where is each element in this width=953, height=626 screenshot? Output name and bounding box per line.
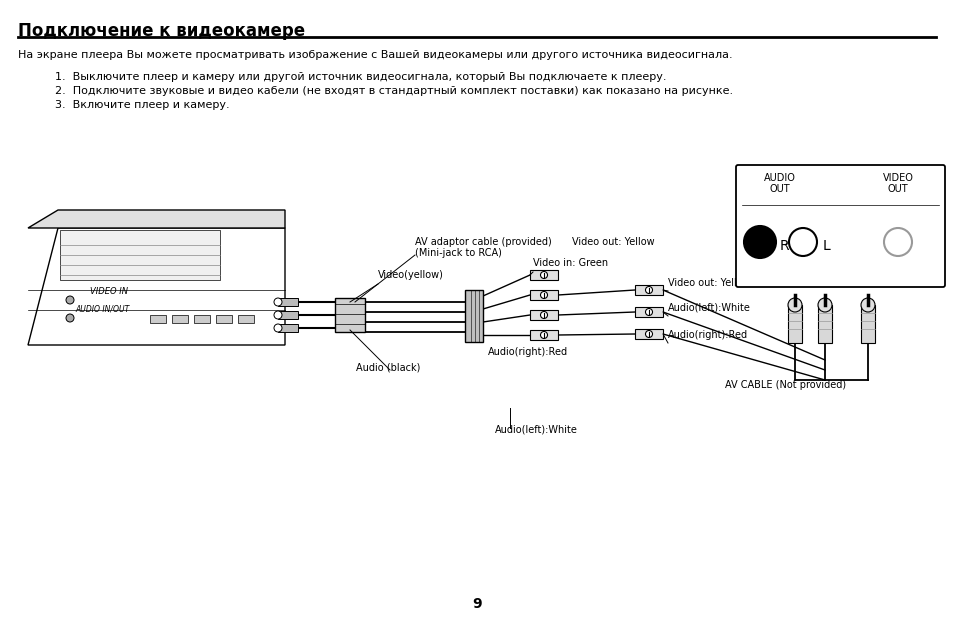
Circle shape <box>645 287 652 294</box>
Text: Audio(left):White: Audio(left):White <box>667 302 750 312</box>
Circle shape <box>66 296 74 304</box>
Text: 2.  Подключите звуковые и видео кабели (не входят в стандартный комплект поставк: 2. Подключите звуковые и видео кабели (н… <box>55 86 732 96</box>
Bar <box>530 290 558 300</box>
Bar <box>193 315 210 323</box>
Text: Video(yellow): Video(yellow) <box>377 270 443 280</box>
Text: VIDEO IN: VIDEO IN <box>90 287 128 296</box>
Text: На экране плеера Вы можете просматривать изображение с Вашей видеокамеры или дру: На экране плеера Вы можете просматривать… <box>18 50 732 60</box>
Circle shape <box>788 228 816 256</box>
Circle shape <box>540 332 547 339</box>
Circle shape <box>883 228 911 256</box>
Text: 3.  Включите плеер и камеру.: 3. Включите плеер и камеру. <box>55 100 230 110</box>
Circle shape <box>645 309 652 316</box>
Bar <box>635 285 662 295</box>
Bar <box>277 311 297 319</box>
Bar <box>817 305 831 343</box>
Circle shape <box>787 298 801 312</box>
Polygon shape <box>28 210 285 228</box>
Text: Video in: Green: Video in: Green <box>533 258 607 268</box>
Circle shape <box>861 298 874 312</box>
Circle shape <box>274 298 282 306</box>
Text: 9: 9 <box>472 597 481 611</box>
FancyBboxPatch shape <box>735 165 944 287</box>
Text: L: L <box>822 239 830 253</box>
Text: OUT: OUT <box>769 184 789 194</box>
Polygon shape <box>28 228 285 345</box>
Text: Подключение к видеокамере: Подключение к видеокамере <box>18 22 305 40</box>
Bar <box>464 290 482 342</box>
Circle shape <box>274 324 282 332</box>
Circle shape <box>645 331 652 337</box>
Text: Video out: Yellow: Video out: Yellow <box>667 278 750 288</box>
Circle shape <box>540 272 547 279</box>
Bar <box>335 298 365 332</box>
Bar <box>172 315 188 323</box>
Bar <box>277 324 297 332</box>
Bar <box>635 307 662 317</box>
Text: Audio (black): Audio (black) <box>355 362 420 372</box>
Circle shape <box>66 314 74 322</box>
Text: OUT: OUT <box>886 184 907 194</box>
Bar <box>787 305 801 343</box>
Bar <box>861 305 874 343</box>
Text: AV CABLE (Not provided): AV CABLE (Not provided) <box>724 380 845 390</box>
Bar <box>60 230 220 280</box>
Circle shape <box>274 311 282 319</box>
Bar <box>530 310 558 320</box>
Bar <box>277 298 297 306</box>
Text: AV adaptor cable (provided): AV adaptor cable (provided) <box>415 237 551 247</box>
Text: VIDEO: VIDEO <box>882 173 912 183</box>
Circle shape <box>540 312 547 319</box>
Text: AUDIO: AUDIO <box>763 173 795 183</box>
Text: Audio(right):Red: Audio(right):Red <box>488 347 568 357</box>
Text: (Mini-jack to RCA): (Mini-jack to RCA) <box>415 248 501 258</box>
Text: Audio(right):Red: Audio(right):Red <box>667 330 747 340</box>
Text: AUDIO IN/OUT: AUDIO IN/OUT <box>75 305 129 314</box>
Bar <box>215 315 232 323</box>
Bar <box>530 330 558 340</box>
Circle shape <box>817 298 831 312</box>
Text: Audio(left):White: Audio(left):White <box>495 424 578 434</box>
Bar <box>150 315 166 323</box>
Text: 1.  Выключите плеер и камеру или другой источник видеосигнала, который Вы подклю: 1. Выключите плеер и камеру или другой и… <box>55 72 666 82</box>
Text: Video out: Yellow: Video out: Yellow <box>572 237 654 247</box>
Circle shape <box>743 226 775 258</box>
Text: R: R <box>779 239 788 253</box>
Bar <box>530 270 558 280</box>
Circle shape <box>540 292 547 299</box>
Bar <box>237 315 253 323</box>
Bar <box>635 329 662 339</box>
